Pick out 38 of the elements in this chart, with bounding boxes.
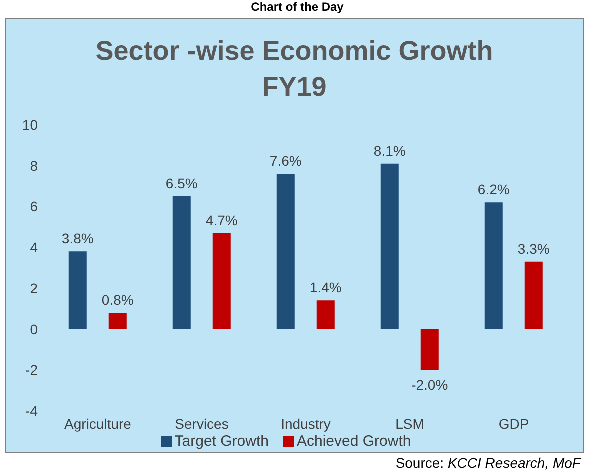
y-tick-label: 6 [30,198,38,215]
x-tick-label: Industry [281,416,331,432]
bar [172,196,191,330]
bar [420,329,439,370]
data-label: 7.6% [270,153,302,170]
chart-title: Sector -wise Economic Growth FY19 [94,35,494,104]
y-tick-label: -2 [26,362,38,378]
data-label: 1.4% [310,280,342,296]
bar [276,174,295,330]
data-label: 0.8% [102,292,134,308]
x-tick-label: LSM [396,416,424,432]
y-tick-label: 4 [30,240,38,256]
data-label: 4.7% [206,212,238,228]
bar [484,202,503,330]
y-tick-label: -4 [26,402,38,419]
legend-label: Achieved Growth [296,433,412,450]
x-tick-label: Agriculture [64,416,132,432]
data-label: 3.3% [518,240,550,257]
x-tick-label: GDP [498,416,530,432]
bar [68,252,87,330]
bar [524,262,543,330]
x-tick-label: Services [175,416,229,432]
y-tick-label: 10 [22,116,38,133]
data-label: 6.2% [478,182,510,198]
y-tick-label: 0 [30,321,38,338]
source-note: Source: KCCI Research, MoF [396,455,581,471]
text: Chart of the Day [250,0,345,14]
data-label: 8.1% [374,142,406,159]
y-tick-label: 8 [30,158,38,174]
bar [380,164,399,330]
data-label: 3.8% [62,230,94,247]
legend-label: Target Growth [174,433,269,450]
bar [212,233,231,330]
y-tick-label: 2 [30,280,38,296]
bar [316,300,335,330]
data-label: 6.5% [166,176,198,192]
data-label: -2.0% [412,377,448,394]
bar [108,312,127,330]
